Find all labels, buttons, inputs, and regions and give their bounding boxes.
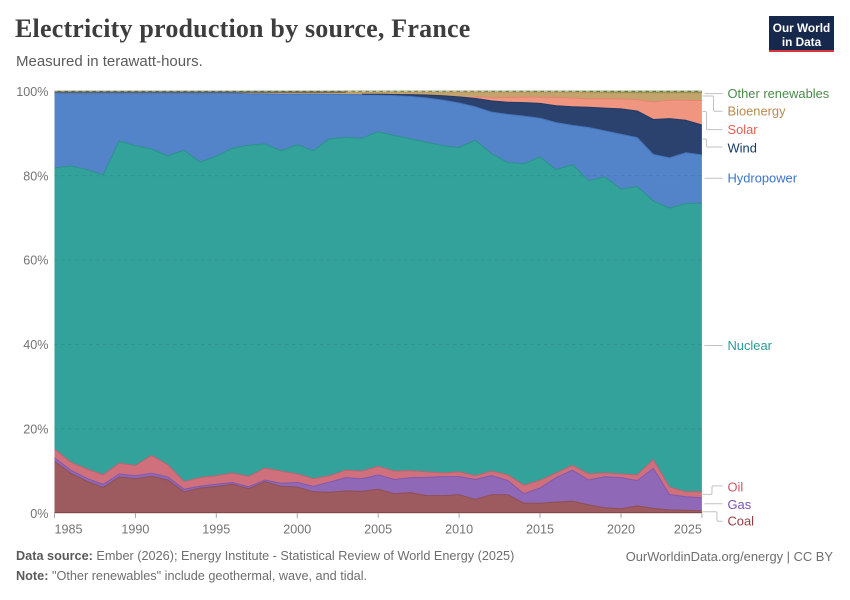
svg-text:2020: 2020	[607, 523, 635, 537]
svg-text:Oil: Oil	[728, 480, 744, 495]
svg-text:100%: 100%	[16, 85, 48, 99]
svg-text:Solar: Solar	[728, 122, 759, 137]
svg-text:2000: 2000	[283, 523, 311, 537]
svg-text:20%: 20%	[23, 423, 48, 437]
svg-text:80%: 80%	[23, 169, 48, 183]
svg-text:Nuclear: Nuclear	[728, 338, 773, 353]
svg-text:2025: 2025	[674, 523, 702, 537]
svg-text:1995: 1995	[202, 523, 230, 537]
svg-text:Other renewables: Other renewables	[728, 86, 830, 101]
svg-text:60%: 60%	[23, 254, 48, 268]
svg-text:1985: 1985	[55, 523, 83, 537]
svg-text:Bioenergy: Bioenergy	[728, 104, 787, 119]
svg-text:1990: 1990	[121, 523, 149, 537]
svg-text:0%: 0%	[30, 507, 48, 521]
svg-text:40%: 40%	[23, 338, 48, 352]
svg-text:2005: 2005	[364, 523, 392, 537]
svg-text:Hydropower: Hydropower	[728, 171, 798, 186]
svg-text:2015: 2015	[526, 523, 554, 537]
svg-text:Wind: Wind	[728, 140, 757, 155]
svg-text:Coal: Coal	[728, 514, 755, 529]
svg-text:2010: 2010	[445, 523, 473, 537]
svg-text:Gas: Gas	[728, 497, 752, 512]
